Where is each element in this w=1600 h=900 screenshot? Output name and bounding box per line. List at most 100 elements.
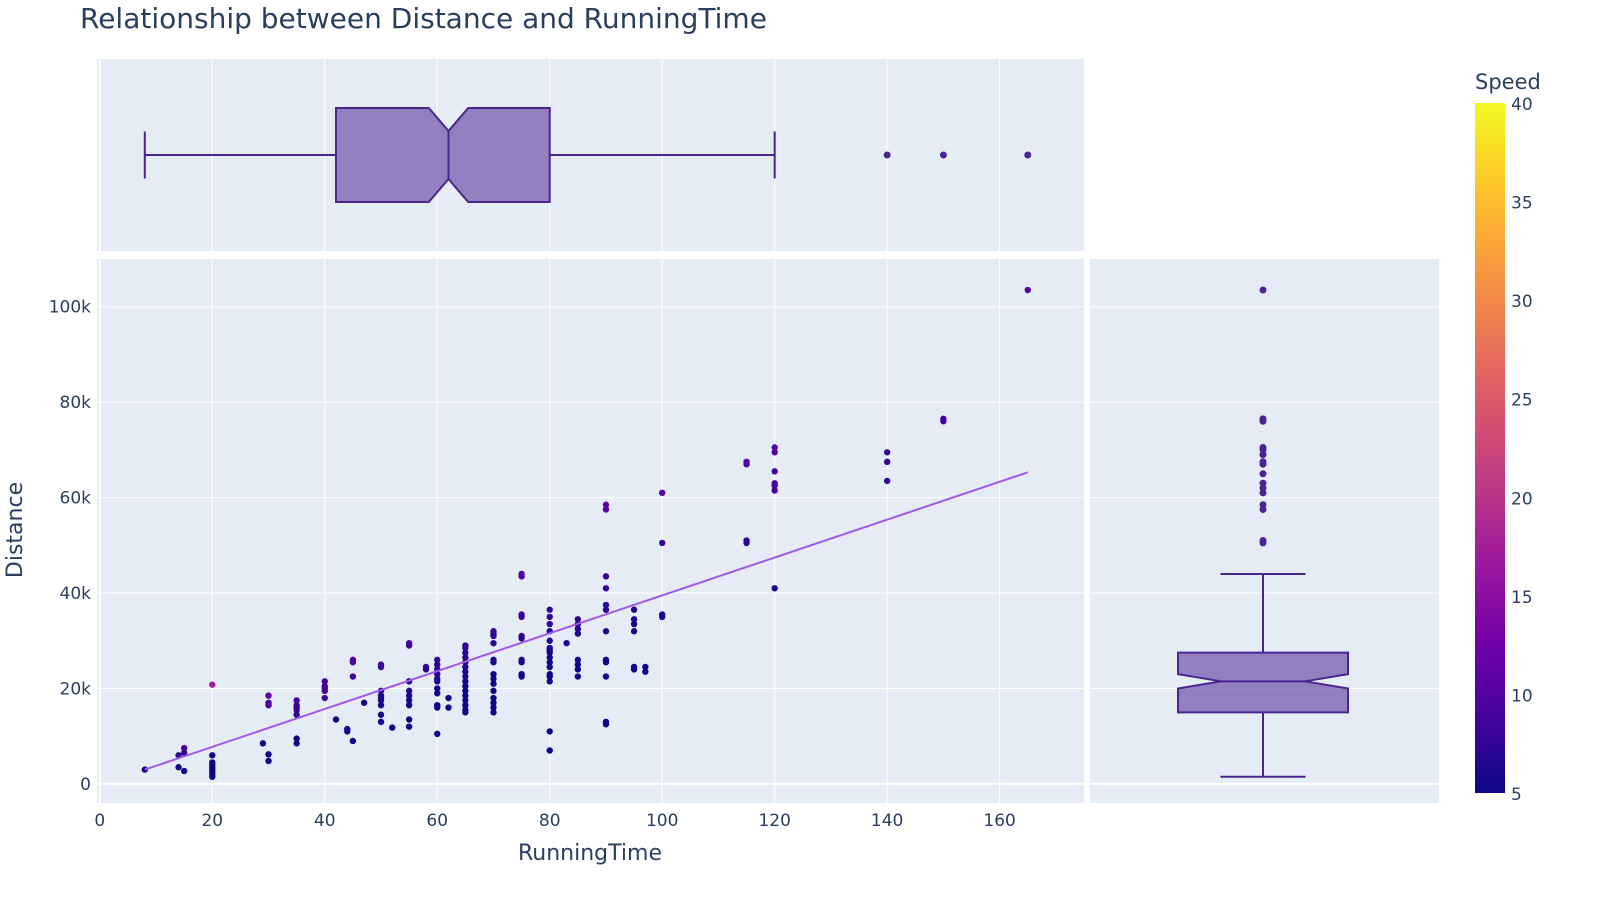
marginal-y-panel (1090, 259, 1439, 803)
scatter-point (405, 701, 413, 709)
y-box-body (1177, 651, 1349, 714)
scatter-point (630, 616, 638, 623)
scatter-point (630, 628, 638, 635)
scatter-point (546, 606, 553, 613)
colorbar-ticks: 5 10 15 20 25 30 35 40 (1511, 95, 1533, 805)
x-axis-title: RunningTime (518, 841, 662, 866)
scatter-point (630, 606, 638, 613)
scatter-point (574, 630, 582, 637)
x-tick-label: 0 (94, 811, 105, 831)
scatter-point (883, 458, 891, 466)
scatter-point (293, 701, 300, 709)
scatter-point (209, 752, 216, 759)
scatter-point (377, 692, 385, 699)
scatter-point (602, 573, 610, 580)
scatter-point (490, 699, 497, 706)
scatter-point (546, 663, 553, 671)
colorbar-tick-label: 40 (1511, 95, 1533, 115)
y-box-outlier (1259, 479, 1267, 487)
scatter-point (445, 704, 452, 711)
scatter-point (321, 682, 328, 690)
scatter-point (490, 670, 497, 678)
scatter-point (490, 675, 497, 683)
scatter-point (743, 458, 750, 466)
scatter-point (490, 709, 497, 716)
main-plot-panel (97, 259, 1084, 803)
scatter-point (490, 687, 497, 695)
scatter-point (434, 701, 441, 709)
scatter-point (574, 656, 582, 664)
scatter-point (883, 477, 891, 485)
scatter-point (602, 628, 610, 635)
scatter-point (771, 585, 778, 592)
scatter-point (771, 487, 778, 494)
scatter-point (377, 661, 385, 668)
scatter-point (546, 644, 553, 652)
scatter-point (574, 673, 582, 680)
scatter-point (602, 585, 610, 592)
scatter-point (209, 681, 216, 688)
y-box-outlier (1259, 443, 1267, 451)
scatter-point (434, 656, 441, 664)
scatter-point (462, 692, 469, 699)
x-tick-label: 40 (314, 811, 336, 831)
scatter-point (377, 718, 385, 726)
scatter-point (462, 678, 469, 685)
colorbar-tick-label: 35 (1511, 194, 1533, 214)
scatter-point (293, 697, 300, 704)
scatter-point (462, 673, 469, 680)
scatter-point (771, 449, 778, 456)
grid-lines (97, 59, 1439, 803)
scatter-point (293, 735, 300, 742)
scatter-point (389, 724, 396, 731)
scatter-point (642, 668, 649, 675)
scatter-point (518, 670, 525, 678)
scatter-point (405, 639, 413, 647)
scatter-point (563, 639, 570, 647)
scatter-point (743, 537, 750, 544)
y-tick-label: 40k (60, 584, 92, 604)
y-box-outlier (1259, 286, 1267, 294)
scatter-point (518, 656, 525, 664)
scatter-point (630, 663, 638, 671)
scatter-point (344, 725, 351, 733)
scatter-point (771, 480, 778, 487)
scatter-point (659, 539, 666, 547)
y-box-outlier (1259, 458, 1267, 466)
scatter-point (462, 663, 469, 671)
scatter-point (602, 718, 610, 726)
x-tick-label: 160 (983, 811, 1015, 831)
y-tick-label: 60k (60, 489, 92, 509)
scatter-point (490, 704, 497, 711)
box-plots (143, 107, 1349, 778)
scatter-point (434, 675, 441, 683)
x-box-outlier (1024, 151, 1032, 159)
scatter-point (602, 673, 610, 680)
scatter-point (259, 740, 267, 747)
scatter-point (771, 444, 778, 451)
scatter-point (546, 678, 553, 685)
scatter-point (462, 649, 469, 656)
scatter-point (445, 694, 452, 702)
scatter-point (405, 687, 413, 695)
scatter-points (141, 286, 1031, 780)
scatter-point (1024, 286, 1031, 294)
scatter-point (462, 654, 469, 661)
scatter-point (659, 611, 666, 618)
x-box-outlier (939, 151, 947, 159)
scatter-point (265, 757, 272, 765)
scatter-point (546, 747, 553, 754)
scatter-point (518, 570, 525, 578)
trendline (144, 471, 1029, 771)
scatter-point (175, 764, 182, 771)
scatter-point (574, 616, 582, 623)
scatter-point (332, 716, 340, 723)
scatter-point (546, 728, 553, 735)
colorbar-tick-label: 20 (1511, 489, 1533, 509)
scatter-point (349, 673, 357, 680)
scatter-point (462, 642, 469, 649)
colorbar-tick-label: 15 (1511, 588, 1533, 608)
scatter-point (490, 694, 497, 702)
scatter-point (405, 697, 413, 704)
